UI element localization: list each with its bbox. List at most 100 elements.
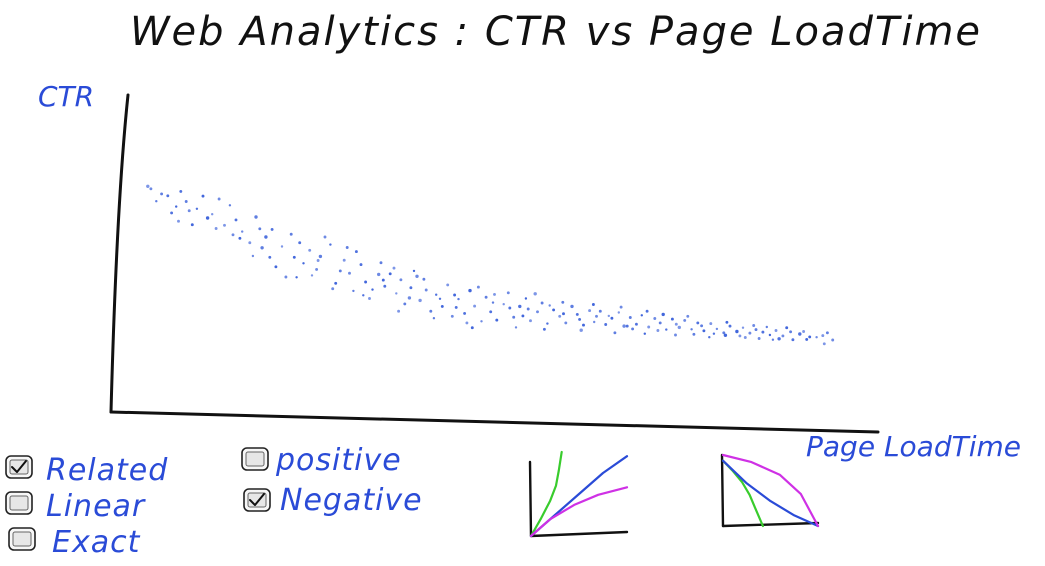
scatter-point bbox=[677, 325, 681, 330]
scatter-point bbox=[454, 305, 458, 309]
scatter-point bbox=[463, 311, 467, 315]
scatter-point bbox=[791, 338, 795, 342]
scatter-point bbox=[395, 292, 398, 295]
scatter-point bbox=[377, 272, 381, 277]
scatter-point bbox=[752, 324, 756, 327]
scatter-point bbox=[774, 329, 778, 332]
mini-chart-1-curve-0 bbox=[721, 459, 764, 528]
scatter-point bbox=[260, 246, 264, 250]
scatter-point bbox=[613, 331, 617, 335]
scatter-point bbox=[661, 312, 665, 317]
scatter-point bbox=[412, 269, 416, 273]
scatter-point bbox=[748, 331, 752, 335]
scatter-point bbox=[298, 241, 302, 245]
scatter-point bbox=[709, 322, 713, 326]
scatter-point bbox=[542, 327, 546, 331]
scatter-point bbox=[617, 311, 620, 314]
scatter-point bbox=[338, 269, 342, 273]
negative-option[interactable]: Negative bbox=[243, 483, 423, 518]
scatter-point bbox=[205, 216, 210, 220]
scatter-point bbox=[214, 227, 218, 230]
linear-checkbox-inner bbox=[9, 495, 29, 511]
positive-label: positive bbox=[275, 443, 402, 478]
scatter-point bbox=[561, 300, 565, 304]
scatter-point bbox=[771, 338, 775, 341]
scatter-point bbox=[628, 316, 632, 319]
scatter-point bbox=[435, 293, 438, 296]
linear-option[interactable]: Linear bbox=[5, 489, 146, 524]
scatter-point bbox=[258, 227, 262, 231]
scatter-point bbox=[735, 329, 739, 334]
scatter-point bbox=[359, 263, 363, 267]
scatter-point bbox=[656, 329, 660, 332]
scatter-point bbox=[329, 243, 332, 246]
scatter-point bbox=[598, 309, 602, 313]
scatter-point bbox=[195, 207, 199, 210]
scatter-point bbox=[591, 303, 595, 306]
x-axis-label: Page LoadTime bbox=[806, 430, 1021, 463]
scatter-point bbox=[825, 331, 829, 335]
scatter-point bbox=[768, 333, 772, 337]
scatter-point bbox=[722, 331, 726, 335]
scatter-point bbox=[491, 301, 495, 304]
scatter-point bbox=[371, 288, 374, 291]
scatter-point bbox=[308, 248, 312, 252]
scatter-point bbox=[274, 265, 278, 269]
positive-option[interactable]: positive bbox=[241, 443, 402, 478]
mini-chart-positive-x-axis bbox=[529, 530, 629, 538]
exact-label: Exact bbox=[52, 525, 141, 560]
scatter-point bbox=[686, 314, 690, 318]
scatter-point bbox=[514, 326, 518, 329]
scatter-point bbox=[777, 337, 781, 341]
scatter-point bbox=[785, 326, 789, 330]
scatter-point bbox=[484, 295, 488, 299]
scatter-point bbox=[364, 280, 368, 284]
scatter-point bbox=[422, 277, 426, 281]
mini-chart-positive-curves bbox=[529, 450, 629, 538]
mini-chart-positive-y-axis bbox=[528, 460, 533, 538]
exact-option[interactable]: Exact bbox=[8, 525, 141, 560]
scatter-point bbox=[741, 326, 745, 329]
related-option[interactable]: Related bbox=[5, 453, 168, 488]
scatter-point bbox=[708, 336, 711, 339]
scatter-point bbox=[604, 323, 608, 326]
scatter-point bbox=[248, 241, 252, 245]
scatter-point bbox=[170, 211, 174, 215]
scatter-point bbox=[831, 338, 835, 342]
mini-chart-negative-curves bbox=[721, 453, 820, 528]
scatter-point bbox=[692, 332, 696, 336]
scatter-point bbox=[495, 318, 499, 322]
mini-chart-0-curve-2 bbox=[529, 486, 629, 538]
scatter-point bbox=[268, 255, 272, 259]
scatter-point bbox=[575, 312, 579, 316]
scatter-point bbox=[757, 337, 761, 340]
scatter-point bbox=[588, 309, 592, 313]
scatter-points-layer bbox=[146, 184, 835, 346]
scatter-point bbox=[429, 309, 433, 313]
scatter-point bbox=[457, 297, 460, 301]
mini-chart-negative-x-axis bbox=[721, 521, 820, 528]
scatter-point bbox=[647, 325, 651, 329]
scatter-point bbox=[179, 189, 183, 193]
scatter-point bbox=[564, 321, 568, 325]
scatter-point bbox=[653, 317, 657, 320]
scatter-point bbox=[643, 332, 646, 335]
scatter-point bbox=[489, 310, 493, 314]
mini-chart-positive bbox=[528, 450, 629, 538]
scatter-point bbox=[540, 301, 544, 305]
scatter-point bbox=[166, 194, 170, 198]
scatter-point bbox=[407, 296, 412, 300]
scatter-point bbox=[392, 266, 396, 270]
scatter-point bbox=[424, 288, 428, 292]
scatter-point bbox=[450, 314, 454, 318]
scatter-point bbox=[223, 223, 226, 227]
scatter-point bbox=[228, 204, 232, 207]
scatter-point bbox=[738, 334, 742, 338]
scatter-point bbox=[524, 297, 528, 300]
scatter-point bbox=[315, 267, 319, 271]
scatter-point bbox=[368, 297, 371, 300]
scatter-point bbox=[761, 330, 765, 334]
scatter-point bbox=[610, 316, 614, 320]
scatter-point bbox=[440, 304, 444, 308]
scatter-point bbox=[190, 223, 194, 227]
